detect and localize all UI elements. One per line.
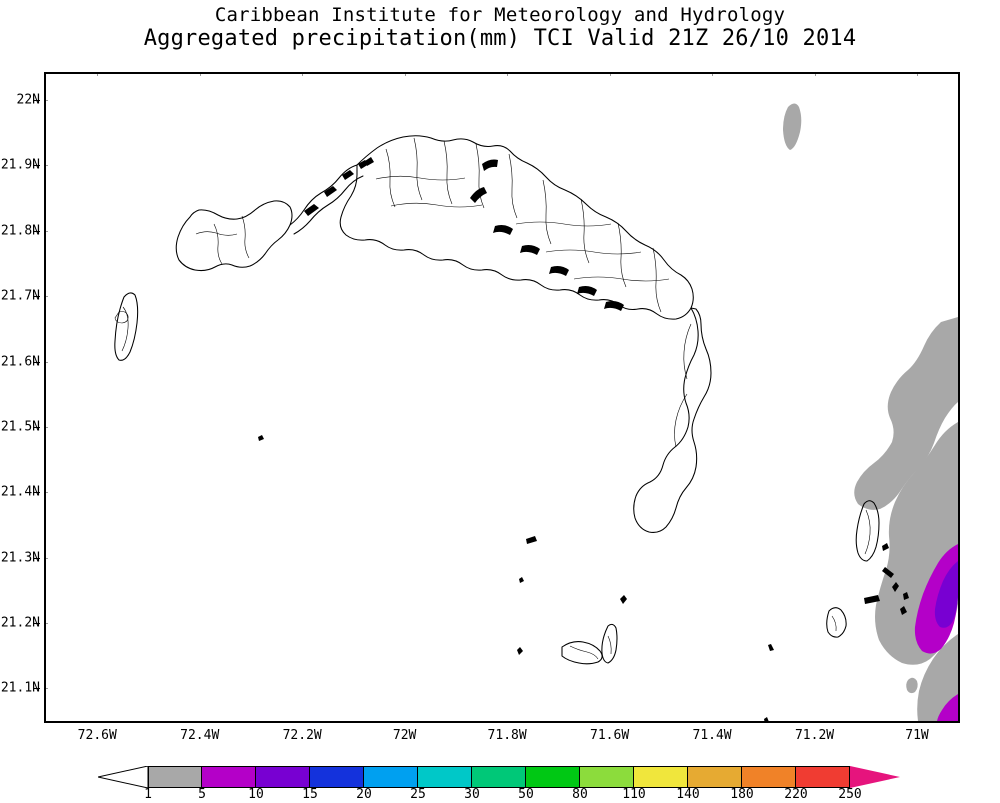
y-axis-tick (34, 492, 40, 494)
y-axis-tick-label: 21.8N (0, 223, 40, 239)
turks-and-caicos-coastline (114, 135, 909, 721)
gridline-vertical (507, 74, 509, 721)
precip-band-east (854, 317, 958, 510)
colorbar-tick-label: 30 (464, 787, 480, 802)
precipitation-shading-layer (783, 103, 958, 721)
gridline-vertical (712, 74, 714, 721)
chart-title-block: Caribbean Institute for Meteorology and … (0, 4, 1000, 51)
precip-core-magenta-bottom (937, 694, 958, 721)
colorbar-segment (364, 766, 418, 788)
map-plot-area (44, 72, 960, 723)
gridline-horizontal (46, 426, 958, 428)
colorbar-segment (796, 766, 850, 788)
y-axis-tick (34, 230, 40, 232)
coastline-layer (114, 135, 909, 721)
y-axis-tick (34, 165, 40, 167)
y-axis-tick (34, 100, 40, 102)
colorbar-segment (634, 766, 688, 788)
colorbar-tick-label: 15 (302, 787, 318, 802)
gridline-vertical (97, 74, 99, 721)
gridline-horizontal (46, 361, 958, 363)
colorbar-segment (256, 766, 310, 788)
map-canvas (46, 74, 958, 721)
y-axis-tick (34, 622, 40, 624)
colorbar-tick-label: 80 (572, 787, 588, 802)
colorbar-tick-label: 5 (198, 787, 206, 802)
precip-band-east-bottom (917, 634, 958, 721)
colorbar-segment (418, 766, 472, 788)
y-axis-tick-label: 21.6N (0, 354, 40, 370)
colorbar-segment (580, 766, 634, 788)
colorbar (98, 766, 900, 788)
gridline-horizontal (46, 165, 958, 167)
colorbar-tick-label: 1 (144, 787, 152, 802)
colorbar-segment (526, 766, 580, 788)
colorbar-segment (310, 766, 364, 788)
y-axis-tick-label: 21.9N (0, 157, 40, 173)
gridline-horizontal (46, 688, 958, 690)
colorbar-tick-label: 20 (356, 787, 372, 802)
x-axis-tick-label: 71.8W (487, 728, 527, 743)
x-axis-tick-label: 72W (392, 728, 417, 743)
y-axis-tick (34, 426, 40, 428)
x-axis-tick-label: 72.6W (77, 728, 117, 743)
page-title: Aggregated precipitation(mm) TCI Valid 2… (143, 26, 857, 51)
x-axis-tick-label: 72.4W (180, 728, 220, 743)
colorbar-over-arrow-icon (850, 766, 900, 788)
gridline-horizontal (46, 557, 958, 559)
colorbar-tick-label: 10 (248, 787, 264, 802)
gridline-vertical (814, 74, 816, 721)
colorbar-tick-label: 220 (784, 787, 808, 802)
colorbar-tick-labels: 1 5 10 15 20 25 30 50 80 110 140 180 220 250 (98, 787, 900, 803)
y-axis-tick-label: 21.2N (0, 615, 40, 631)
y-axis-tick (34, 296, 40, 298)
colorbar-tick-label: 180 (730, 787, 754, 802)
precip-blob-north (783, 103, 802, 150)
y-axis-tick-label: 21.7N (0, 288, 40, 304)
x-axis-tick-label: 71.2W (794, 728, 835, 743)
colorbar-tick-label: 25 (410, 787, 426, 802)
colorbar-segment (688, 766, 742, 788)
x-axis-tick-label: 72.2W (282, 728, 322, 743)
colorbar-segment (472, 766, 526, 788)
colorbar-tick-label: 110 (622, 787, 646, 802)
gridline-vertical (404, 74, 406, 721)
gridline-horizontal (46, 622, 958, 624)
x-axis-tick-label: 71.6W (590, 728, 630, 743)
colorbar-segment (742, 766, 796, 788)
colorbar-segment (148, 766, 202, 788)
colorbar-tick-label: 140 (676, 787, 700, 802)
colorbar-tick-label: 50 (518, 787, 534, 802)
colorbar-segment (202, 766, 256, 788)
gridline-horizontal (46, 296, 958, 298)
y-axis-tick (34, 688, 40, 690)
precip-core-violet (934, 561, 958, 628)
gridline-vertical (609, 74, 611, 721)
y-axis-tick-label: 21.4N (0, 484, 40, 500)
gridline-vertical (917, 74, 918, 721)
colorbar-tick-label: 250 (838, 787, 862, 802)
y-axis-tick (34, 361, 40, 363)
y-axis-tick-label: 22N (16, 92, 40, 108)
gridline-vertical (199, 74, 201, 721)
gridline-vertical (302, 74, 304, 721)
y-axis-tick-label: 21.3N (0, 550, 40, 566)
x-axis-tick-label: 71W (905, 728, 929, 743)
institute-title: Caribbean Institute for Meteorology and … (214, 4, 786, 26)
gridline-horizontal (46, 100, 958, 102)
y-axis-tick-label: 21.5N (0, 419, 40, 435)
y-axis-tick-label: 21.1N (0, 680, 40, 696)
gridline-horizontal (46, 492, 958, 494)
y-axis-tick (34, 557, 40, 559)
y-axis: 22N 21.9N 21.8N 21.7N 21.6N 21.5N 21.4N 21.3N 21… (0, 72, 40, 723)
colorbar-under-arrow-icon (98, 766, 148, 788)
x-axis-tick-label: 71.4W (692, 728, 732, 743)
x-axis: 72.6W 72.4W 72.2W 72W 71.8W 71.6W 71.4W 71.2W 71… (44, 726, 960, 748)
